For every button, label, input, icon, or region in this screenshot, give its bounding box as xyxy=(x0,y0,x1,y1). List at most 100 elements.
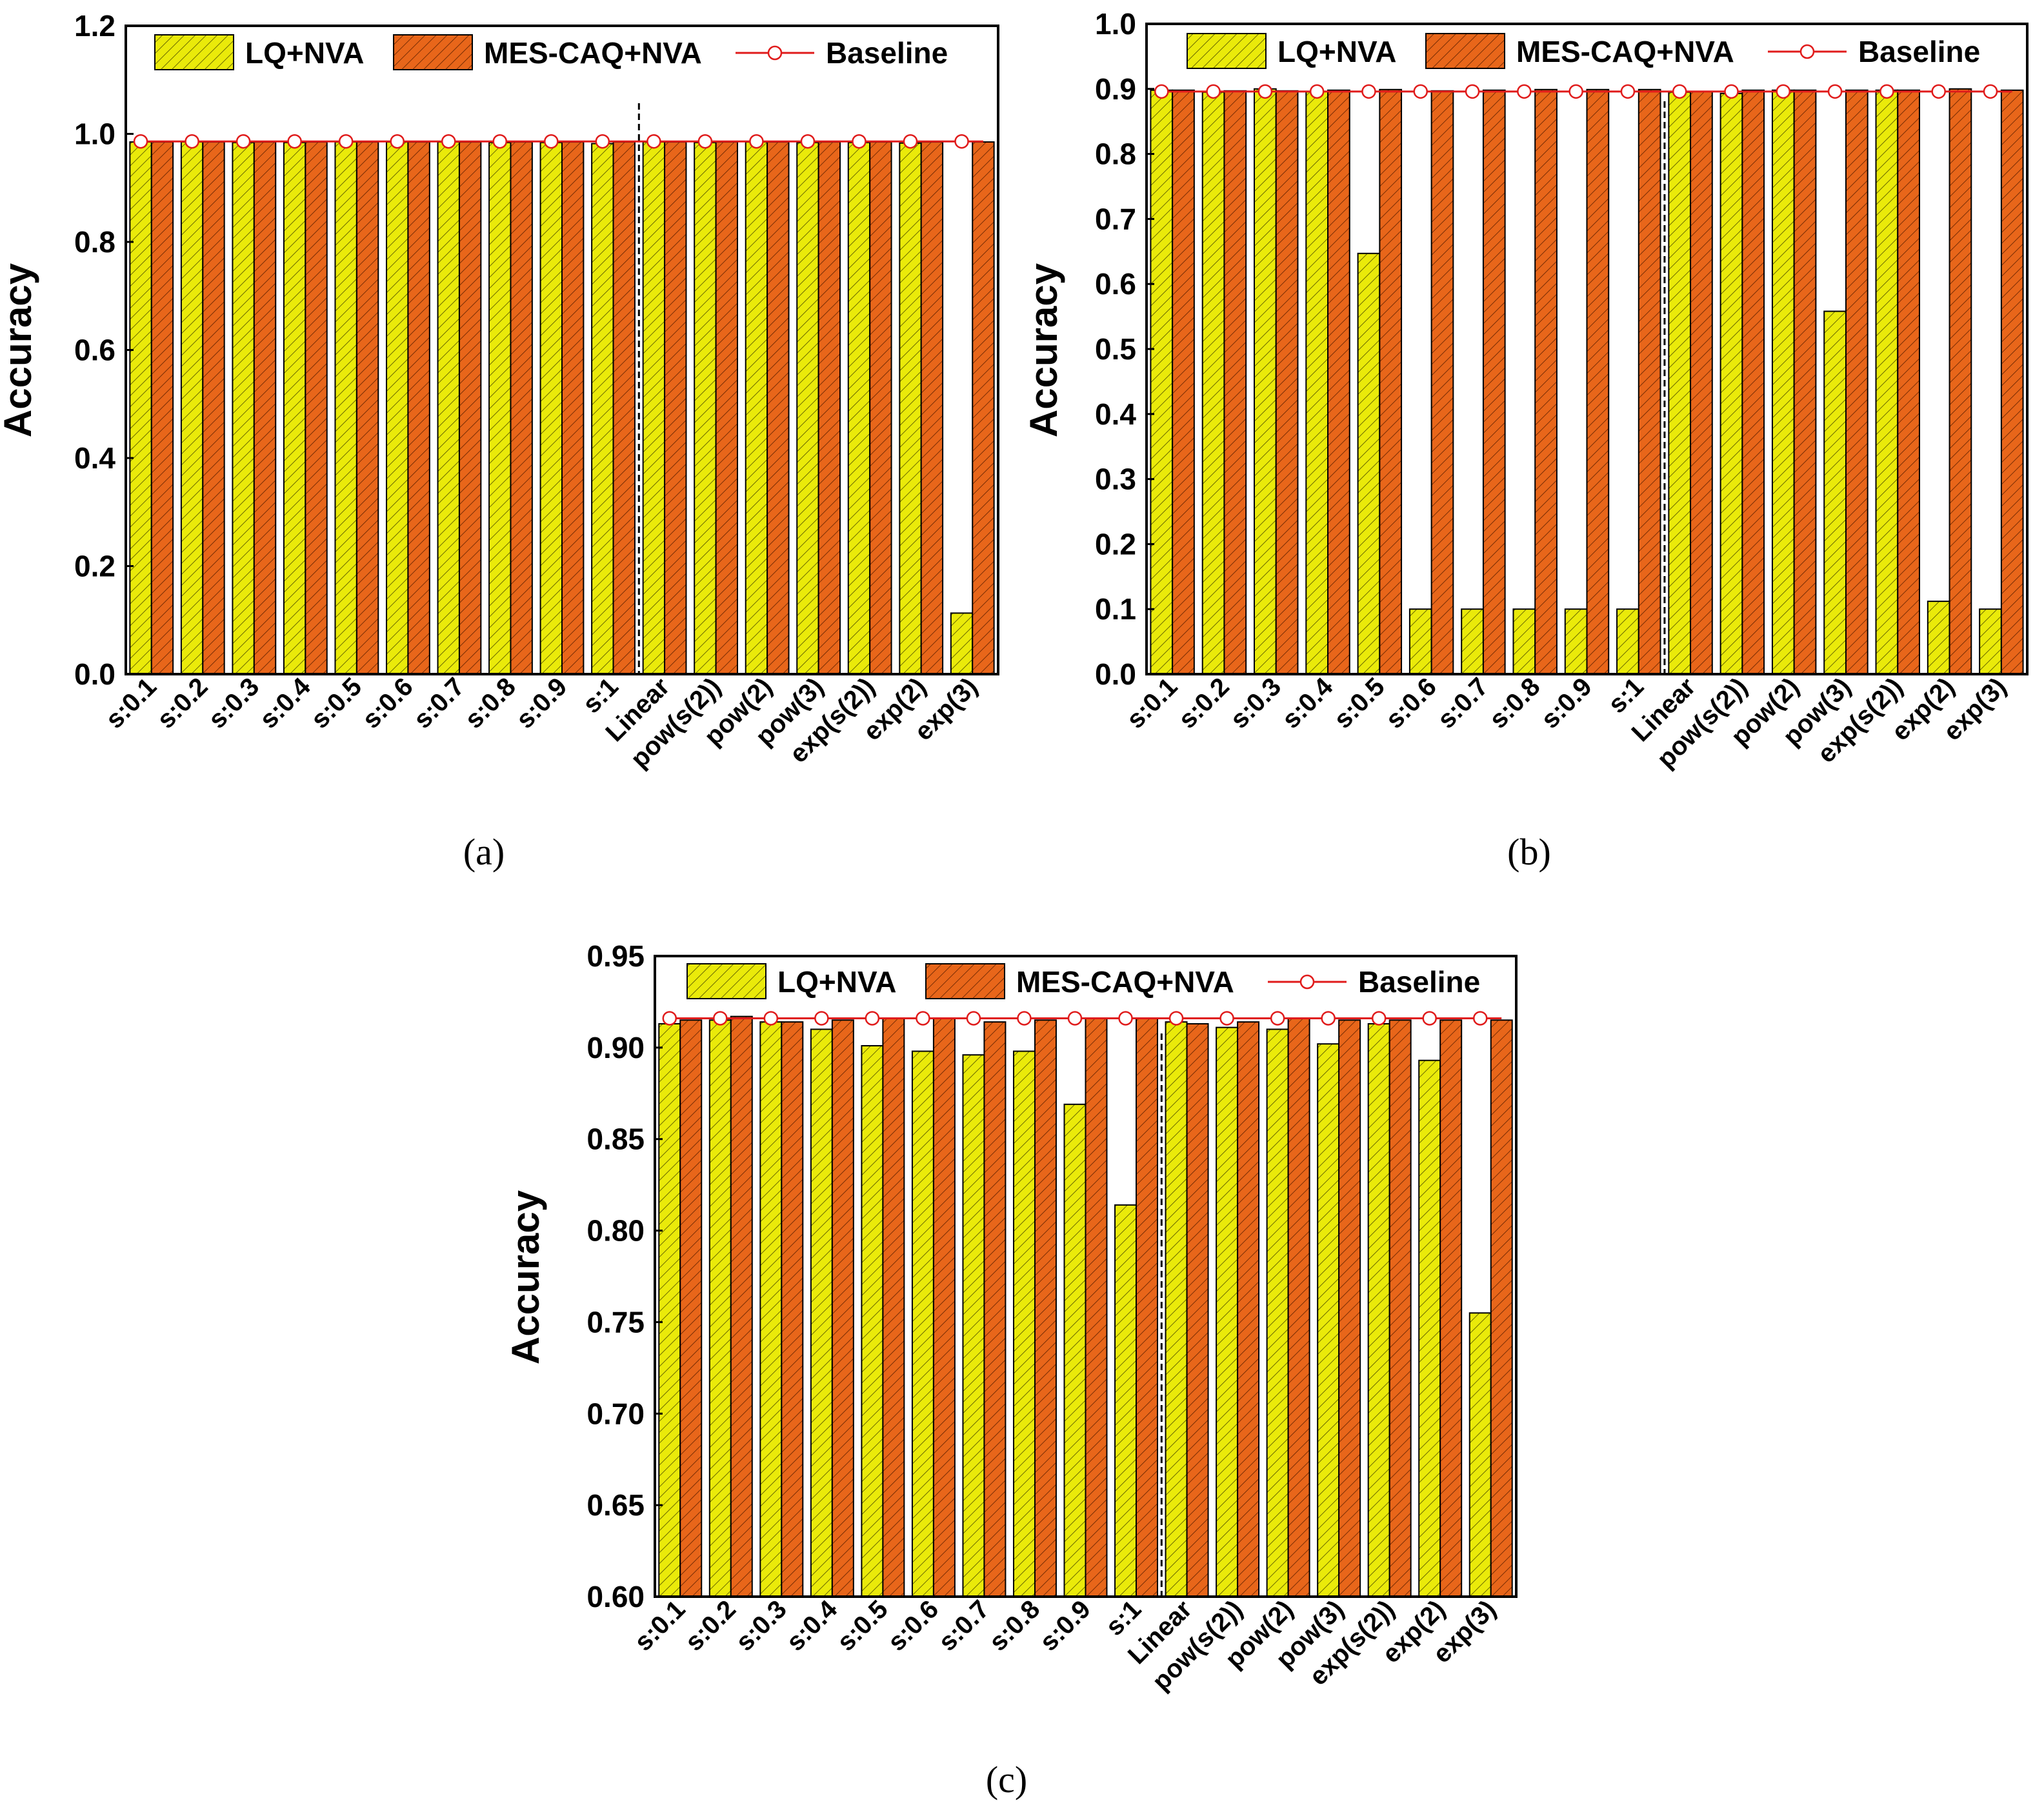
y-tick-label: 1.2 xyxy=(74,9,115,43)
baseline-marker-5 xyxy=(916,1011,930,1026)
x-tick-label: s:0.8 xyxy=(459,672,521,734)
legend-marker-baseline xyxy=(767,45,783,61)
bar-mes-caq-nva-b-2 xyxy=(1275,90,1299,675)
bar-lq-nva-b-6 xyxy=(1461,608,1484,675)
baseline-marker-0 xyxy=(1154,84,1169,99)
bar-lq-nva-b-5 xyxy=(1408,608,1432,675)
baseline-marker-3 xyxy=(287,134,302,149)
baseline-marker-7 xyxy=(1517,84,1532,99)
bar-mes-caq-nva-c-14 xyxy=(1388,1019,1412,1598)
x-tick-label: s:0.4 xyxy=(1277,672,1339,734)
bar-lq-nva-c-12 xyxy=(1266,1028,1289,1597)
bar-lq-nva-c-7 xyxy=(1012,1050,1036,1597)
baseline-marker-0 xyxy=(662,1011,677,1026)
bar-lq-nva-a-6 xyxy=(437,141,460,675)
baseline-marker-0 xyxy=(133,134,148,149)
baseline-marker-13 xyxy=(800,134,816,149)
baseline-marker-6 xyxy=(1465,84,1480,99)
baseline-marker-13 xyxy=(1321,1011,1336,1026)
bar-lq-nva-b-0 xyxy=(1150,89,1174,675)
baseline-marker-11 xyxy=(697,134,713,149)
bar-lq-nva-a-2 xyxy=(232,141,255,675)
bar-lq-nva-c-15 xyxy=(1418,1059,1441,1597)
bar-lq-nva-a-5 xyxy=(386,141,409,675)
bar-mes-caq-nva-c-9 xyxy=(1136,1017,1159,1598)
y-tick-label: 0.70 xyxy=(586,1397,645,1430)
bar-lq-nva-a-11 xyxy=(694,141,717,675)
baseline-marker-11 xyxy=(1724,84,1739,99)
y-tick-label: 0.60 xyxy=(586,1580,645,1613)
baseline-marker-10 xyxy=(646,134,661,149)
x-tick-label: s:0.9 xyxy=(1536,672,1598,734)
plot-frame xyxy=(654,955,1518,1598)
x-tick-label: s:0.5 xyxy=(1328,672,1390,734)
bar-lq-nva-c-14 xyxy=(1367,1023,1390,1597)
bar-lq-nva-b-14 xyxy=(1875,89,1899,675)
baseline-marker-1 xyxy=(1206,84,1221,99)
baseline-marker-6 xyxy=(966,1011,981,1026)
x-tick-label: s:0.8 xyxy=(1484,672,1546,734)
bar-lq-nva-c-9 xyxy=(1114,1204,1137,1597)
baseline-marker-10 xyxy=(1168,1011,1184,1026)
bar-mes-caq-nva-a-6 xyxy=(458,141,482,675)
legend-label-baseline: Baseline xyxy=(1358,965,1480,999)
legend-marker-baseline xyxy=(1799,44,1815,59)
y-tick-label: 0.7 xyxy=(1095,202,1136,235)
bar-mes-caq-nva-b-7 xyxy=(1534,88,1558,675)
bar-mes-caq-nva-a-13 xyxy=(817,141,841,675)
bar-mes-caq-nva-b-15 xyxy=(1949,88,1972,675)
bar-lq-nva-b-9 xyxy=(1616,608,1639,675)
y-tick-label: 1.0 xyxy=(1095,7,1136,41)
bar-mes-caq-nva-a-2 xyxy=(253,141,277,675)
baseline-marker-15 xyxy=(1931,84,1946,99)
y-axis-label: Accuracy xyxy=(0,263,39,437)
bar-lq-nva-c-1 xyxy=(708,1019,732,1598)
y-tick-label: 0.65 xyxy=(586,1488,645,1522)
bar-mes-caq-nva-a-11 xyxy=(715,141,738,675)
bar-mes-caq-nva-b-9 xyxy=(1638,88,1661,675)
bar-lq-nva-c-3 xyxy=(810,1028,833,1597)
y-tick-label: 0.4 xyxy=(1095,397,1136,431)
bar-lq-nva-b-1 xyxy=(1201,91,1225,675)
baseline-marker-8 xyxy=(1067,1011,1083,1026)
bar-lq-nva-a-14 xyxy=(847,141,871,675)
legend: LQ+NVA MES-CAQ+NVA Baseline xyxy=(686,963,1480,999)
x-tick-label: s:0.5 xyxy=(832,1595,894,1657)
bar-lq-nva-a-15 xyxy=(899,142,922,675)
bar-mes-caq-nva-a-3 xyxy=(305,141,328,675)
bar-mes-caq-nva-b-11 xyxy=(1741,89,1765,675)
x-tick-label: s:0.7 xyxy=(408,672,470,734)
bar-lq-nva-a-16 xyxy=(950,612,974,675)
baseline-marker-3 xyxy=(1309,84,1325,99)
bar-mes-caq-nva-c-3 xyxy=(831,1019,854,1598)
x-tick-label: s:0.6 xyxy=(357,672,419,734)
baseline-marker-7 xyxy=(1017,1011,1032,1026)
bar-mes-caq-nva-c-12 xyxy=(1287,1017,1310,1598)
bar-lq-nva-b-13 xyxy=(1823,310,1847,675)
legend-swatch-lq-nva xyxy=(154,34,234,70)
x-tick-label: s:0.7 xyxy=(933,1595,995,1657)
legend-swatch-mes-caq-nva xyxy=(393,34,473,70)
baseline-marker-5 xyxy=(1413,84,1428,99)
bar-mes-caq-nva-a-15 xyxy=(920,141,944,675)
baseline-marker-15 xyxy=(903,134,918,149)
y-tick-label: 0.0 xyxy=(74,657,115,691)
baseline-marker-14 xyxy=(1879,84,1894,99)
baseline-marker-2 xyxy=(1257,84,1273,99)
legend-label-lq-nva: LQ+NVA xyxy=(245,36,364,70)
bar-lq-nva-b-2 xyxy=(1254,88,1277,675)
bar-mes-caq-nva-c-6 xyxy=(983,1021,1007,1597)
bar-lq-nva-a-1 xyxy=(180,141,204,675)
bar-lq-nva-b-16 xyxy=(1979,608,2002,675)
baseline-marker-4 xyxy=(865,1011,880,1026)
bar-mes-caq-nva-a-4 xyxy=(356,141,379,675)
bar-mes-caq-nva-b-10 xyxy=(1690,90,1713,675)
bar-lq-nva-b-3 xyxy=(1305,90,1329,675)
bar-lq-nva-c-16 xyxy=(1468,1312,1492,1597)
baseline-marker-6 xyxy=(441,134,456,149)
bar-lq-nva-c-13 xyxy=(1317,1043,1340,1597)
bar-lq-nva-a-13 xyxy=(796,141,819,675)
baseline-marker-11 xyxy=(1219,1011,1234,1026)
bar-mes-caq-nva-a-10 xyxy=(664,141,687,675)
